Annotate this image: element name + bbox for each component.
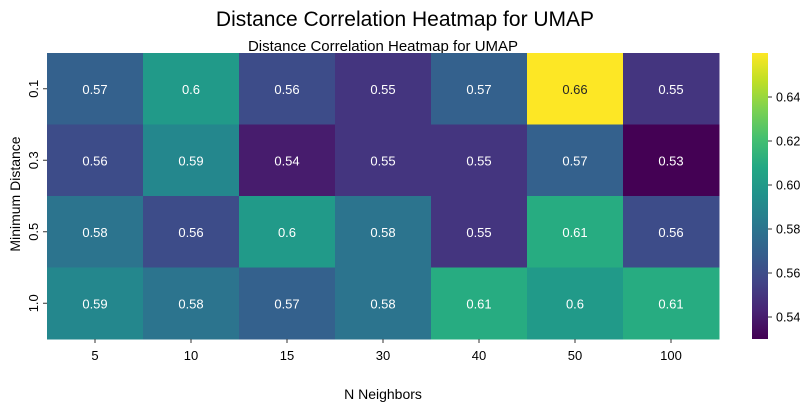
cell-value-label: 0.56	[178, 225, 203, 240]
x-axis-ticks: 5 10 15 30 40 50 100	[91, 339, 682, 363]
cell-value-label: 0.58	[82, 225, 107, 240]
heatmap-cell	[431, 124, 528, 197]
heatmap-cell	[623, 267, 720, 340]
cell-value-label: 0.59	[178, 153, 203, 168]
heatmap-cell	[431, 196, 528, 268]
y-tick-label: 0.1	[26, 80, 41, 98]
y-tick-label: 1.0	[26, 294, 41, 312]
cell-value-label: 0.61	[466, 296, 491, 311]
cell-value-label: 0.56	[274, 82, 299, 97]
colorbar-tick-label: 0.64	[776, 91, 800, 105]
heatmap-cell	[47, 124, 144, 197]
heatmap-cells	[47, 53, 720, 340]
x-tick-label: 40	[472, 348, 486, 363]
heatmap-cell	[143, 267, 240, 340]
heatmap-cell-labels: 0.57 0.6 0.56 0.55 0.57 0.66 0.55 0.56 0.59 0.54 0…	[82, 82, 683, 312]
cell-value-label: 0.58	[370, 225, 395, 240]
x-tick-label: 10	[184, 348, 198, 363]
heatmap-cell	[143, 124, 240, 197]
heatmap-cell	[47, 196, 144, 268]
cell-value-label: 0.55	[466, 153, 491, 168]
cell-value-label: 0.6	[278, 225, 296, 240]
heatmap-cell	[623, 53, 720, 125]
heatmap-cell	[623, 124, 720, 197]
heatmap-cell	[527, 53, 624, 125]
heatmap-cell	[527, 196, 624, 268]
cell-value-label: 0.6	[182, 82, 200, 97]
cell-value-label: 0.57	[82, 82, 107, 97]
cell-value-label: 0.56	[82, 153, 107, 168]
cell-value-label: 0.57	[274, 296, 299, 311]
colorbar-tick-label: 0.54	[776, 311, 800, 325]
x-tick-label: 5	[91, 348, 98, 363]
heatmap-cell	[527, 267, 624, 340]
heatmap-cell	[623, 196, 720, 268]
cell-value-label: 0.54	[274, 153, 299, 168]
cell-value-label: 0.56	[658, 225, 683, 240]
y-tick-label: 0.5	[26, 223, 41, 241]
heatmap-cell	[335, 196, 432, 268]
y-tick-label: 0.3	[26, 151, 41, 169]
x-tick-label: 30	[376, 348, 390, 363]
heatmap-cell	[239, 196, 336, 268]
cell-value-label: 0.57	[562, 153, 587, 168]
cell-value-label: 0.58	[178, 296, 203, 311]
y-axis-label: Minimum Distance	[7, 136, 23, 251]
colorbar-tick-label: 0.58	[776, 223, 800, 237]
cell-value-label: 0.55	[370, 153, 395, 168]
colorbar	[752, 53, 768, 339]
heatmap-cell	[431, 53, 528, 125]
cell-value-label: 0.66	[562, 82, 587, 97]
colorbar-tick-label: 0.60	[776, 179, 800, 193]
heatmap-cell	[431, 267, 528, 340]
heatmap-cell	[239, 124, 336, 197]
cell-value-label: 0.55	[370, 82, 395, 97]
x-axis-label: N Neighbors	[344, 386, 422, 402]
colorbar-tick-label: 0.56	[776, 267, 800, 281]
cell-value-label: 0.55	[466, 225, 491, 240]
cell-value-label: 0.55	[658, 82, 683, 97]
cell-value-label: 0.61	[658, 296, 683, 311]
x-tick-label: 100	[660, 348, 682, 363]
heatmap-cell	[239, 267, 336, 340]
cell-value-label: 0.61	[562, 225, 587, 240]
cell-value-label: 0.59	[82, 296, 107, 311]
heatmap-cell	[239, 53, 336, 125]
heatmap-cell	[527, 124, 624, 197]
chart-title: Distance Correlation Heatmap for UMAP	[248, 38, 518, 55]
heatmap-cell	[335, 124, 432, 197]
x-tick-label: 50	[568, 348, 582, 363]
cell-value-label: 0.58	[370, 296, 395, 311]
cell-value-label: 0.53	[658, 153, 683, 168]
colorbar-tick-label: 0.62	[776, 135, 800, 149]
heatmap-cell	[143, 196, 240, 268]
colorbar-ticks: 0.54 0.56 0.58 0.60 0.62 0.64	[768, 91, 800, 325]
heatmap-cell	[47, 53, 144, 125]
heatmap-cell	[143, 53, 240, 125]
y-axis-ticks: 0.1 0.3 0.5 1.0	[26, 80, 47, 312]
cell-value-label: 0.6	[566, 296, 584, 311]
heatmap-cell	[47, 267, 144, 340]
heatmap-cell	[335, 53, 432, 125]
x-tick-label: 15	[280, 348, 294, 363]
cell-value-label: 0.57	[466, 82, 491, 97]
heatmap-cell	[335, 267, 432, 340]
figure-suptitle: Distance Correlation Heatmap for UMAP	[216, 8, 594, 31]
